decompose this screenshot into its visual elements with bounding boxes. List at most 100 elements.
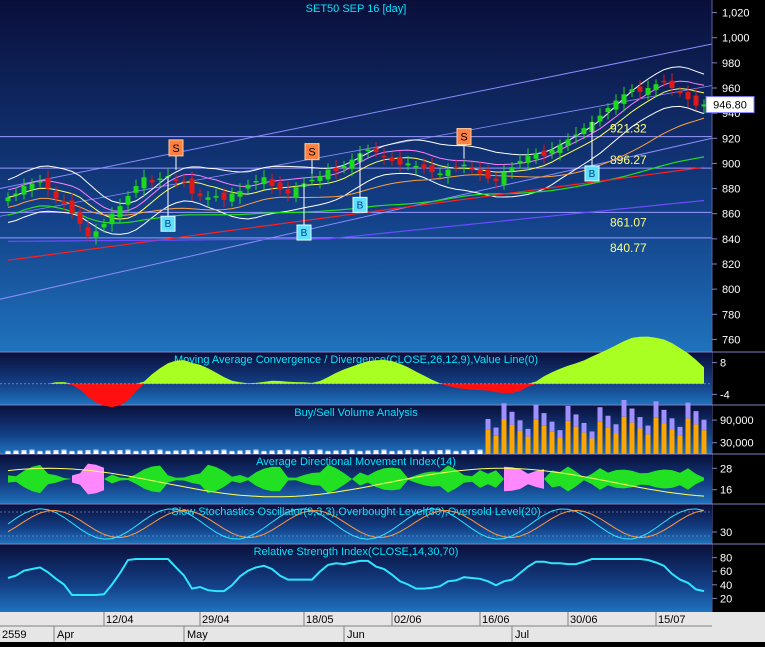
level-label: 861.07: [610, 215, 647, 229]
x-month-label: Apr: [57, 629, 74, 641]
y-tick-label: 960: [722, 83, 740, 95]
level-label: 921.32: [610, 122, 647, 136]
buy-marker-label: B: [357, 200, 364, 211]
volume-buy-bar: [693, 424, 699, 454]
candle-body: [557, 144, 563, 153]
y-tick-label: 860: [722, 209, 740, 221]
level-label: 840.77: [610, 241, 647, 255]
x-date-label: 12/04: [106, 614, 134, 626]
volume-buy-bar: [253, 450, 259, 454]
adx-line: [7, 467, 705, 498]
volume-sell-bar: [517, 420, 523, 431]
volume-buy-bar: [357, 451, 363, 454]
volume-buy-bar: [205, 451, 211, 454]
candle-body: [181, 180, 187, 183]
candle-body: [45, 178, 51, 189]
volume-buy-bar: [221, 450, 227, 454]
y-tick-label: 780: [722, 309, 740, 321]
sell-marker-box: [456, 128, 472, 146]
candle-body: [581, 128, 587, 135]
volume-sell-bar: [133, 450, 139, 452]
macd-positive-area: [8, 336, 704, 384]
volume-sell-bar: [277, 449, 283, 452]
volume-buy-bar: [237, 451, 243, 454]
volume-tick-label: 30,000: [720, 438, 754, 450]
candle-body: [405, 163, 411, 166]
x-date-label: 30/06: [570, 614, 598, 626]
volume-buy-bar: [365, 451, 371, 454]
rsi-line: [7, 558, 705, 596]
volume-sell-bar: [373, 449, 379, 452]
candle-body: [21, 186, 27, 195]
ma-short-line: [7, 80, 705, 213]
macd-tick-label: -4: [720, 389, 730, 401]
volume-buy-bar: [157, 450, 163, 454]
candle-body: [29, 183, 35, 190]
volume-buy-bar: [453, 451, 459, 454]
candle-body: [597, 115, 603, 122]
volume-buy-bar: [469, 451, 475, 454]
candle-body: [333, 167, 339, 171]
volume-sell-bar: [637, 417, 643, 429]
volume-buy-bar: [573, 426, 579, 454]
macd-panel-title: Moving Average Convergence / Divergence(…: [174, 354, 538, 366]
y-tick-label: 800: [722, 284, 740, 296]
buy-marker-box: [160, 215, 176, 232]
candle-body: [613, 100, 619, 110]
candle-body: [309, 179, 315, 182]
volume-sell-bar: [621, 400, 627, 417]
volume-sell-bar: [45, 450, 51, 452]
volume-buy-bar: [21, 451, 27, 454]
last-price-value: 946.80: [713, 100, 747, 112]
candle-body: [661, 80, 667, 83]
volume-sell-bar: [581, 422, 587, 433]
volume-buy-bar: [133, 451, 139, 454]
candle-body: [77, 212, 83, 224]
candle-body: [125, 196, 131, 205]
mid-trend-line: [0, 85, 713, 217]
volume-buy-bar: [301, 451, 307, 454]
volume-buy-bar: [141, 451, 147, 454]
candle-body: [501, 172, 507, 185]
volume-buy-bar: [541, 425, 547, 454]
candle-body: [133, 186, 139, 193]
candle-body: [101, 223, 107, 228]
volume-buy-bar: [597, 421, 603, 454]
y-tick-label: 1,020: [722, 8, 750, 20]
volume-buy-bar: [333, 451, 339, 454]
volume-buy-bar: [77, 451, 83, 454]
candle-body: [293, 187, 299, 198]
volume-sell-bar: [301, 450, 307, 452]
volume-buy-bar: [485, 429, 491, 454]
adx-panel-title: Average Directional Movement Index(14): [256, 456, 456, 468]
buy-marker-box: [584, 165, 600, 182]
volume-buy-bar: [29, 450, 35, 454]
volume-sell-bar: [285, 449, 291, 451]
volume-sell-bar: [165, 450, 171, 452]
signal-markers: S S S B B B B: [160, 121, 600, 241]
volume-sell-bar: [325, 450, 331, 452]
rsi-tick-label: 40: [720, 580, 732, 592]
volume-buy-bar: [549, 431, 555, 454]
candle-body: [109, 213, 115, 225]
volume-sell-bar: [605, 415, 611, 428]
ma-red-line: [7, 166, 705, 261]
volume-buy-bar: [197, 451, 203, 454]
volume-sell-bar: [421, 450, 427, 452]
y-tick-label: 1,000: [722, 33, 750, 45]
volume-buy-bar: [309, 451, 315, 454]
volume-sell-bar: [645, 425, 651, 435]
volume-buy-bar: [285, 450, 291, 454]
volume-buy-bar: [373, 451, 379, 454]
volume-buy-bar: [701, 430, 707, 454]
volume-buy-bar: [621, 416, 627, 454]
candle-body: [117, 206, 123, 218]
volume-sell-bar: [93, 449, 99, 451]
volume-buy-bar: [501, 419, 507, 454]
volume-buy-bar: [61, 450, 67, 454]
candle-body: [221, 192, 227, 200]
main-y-axis: 1,0201,000980960940920900880860840820800…: [711, 0, 750, 612]
volume-sell-bar: [213, 449, 219, 452]
rsi-panel-bg: [0, 544, 712, 612]
